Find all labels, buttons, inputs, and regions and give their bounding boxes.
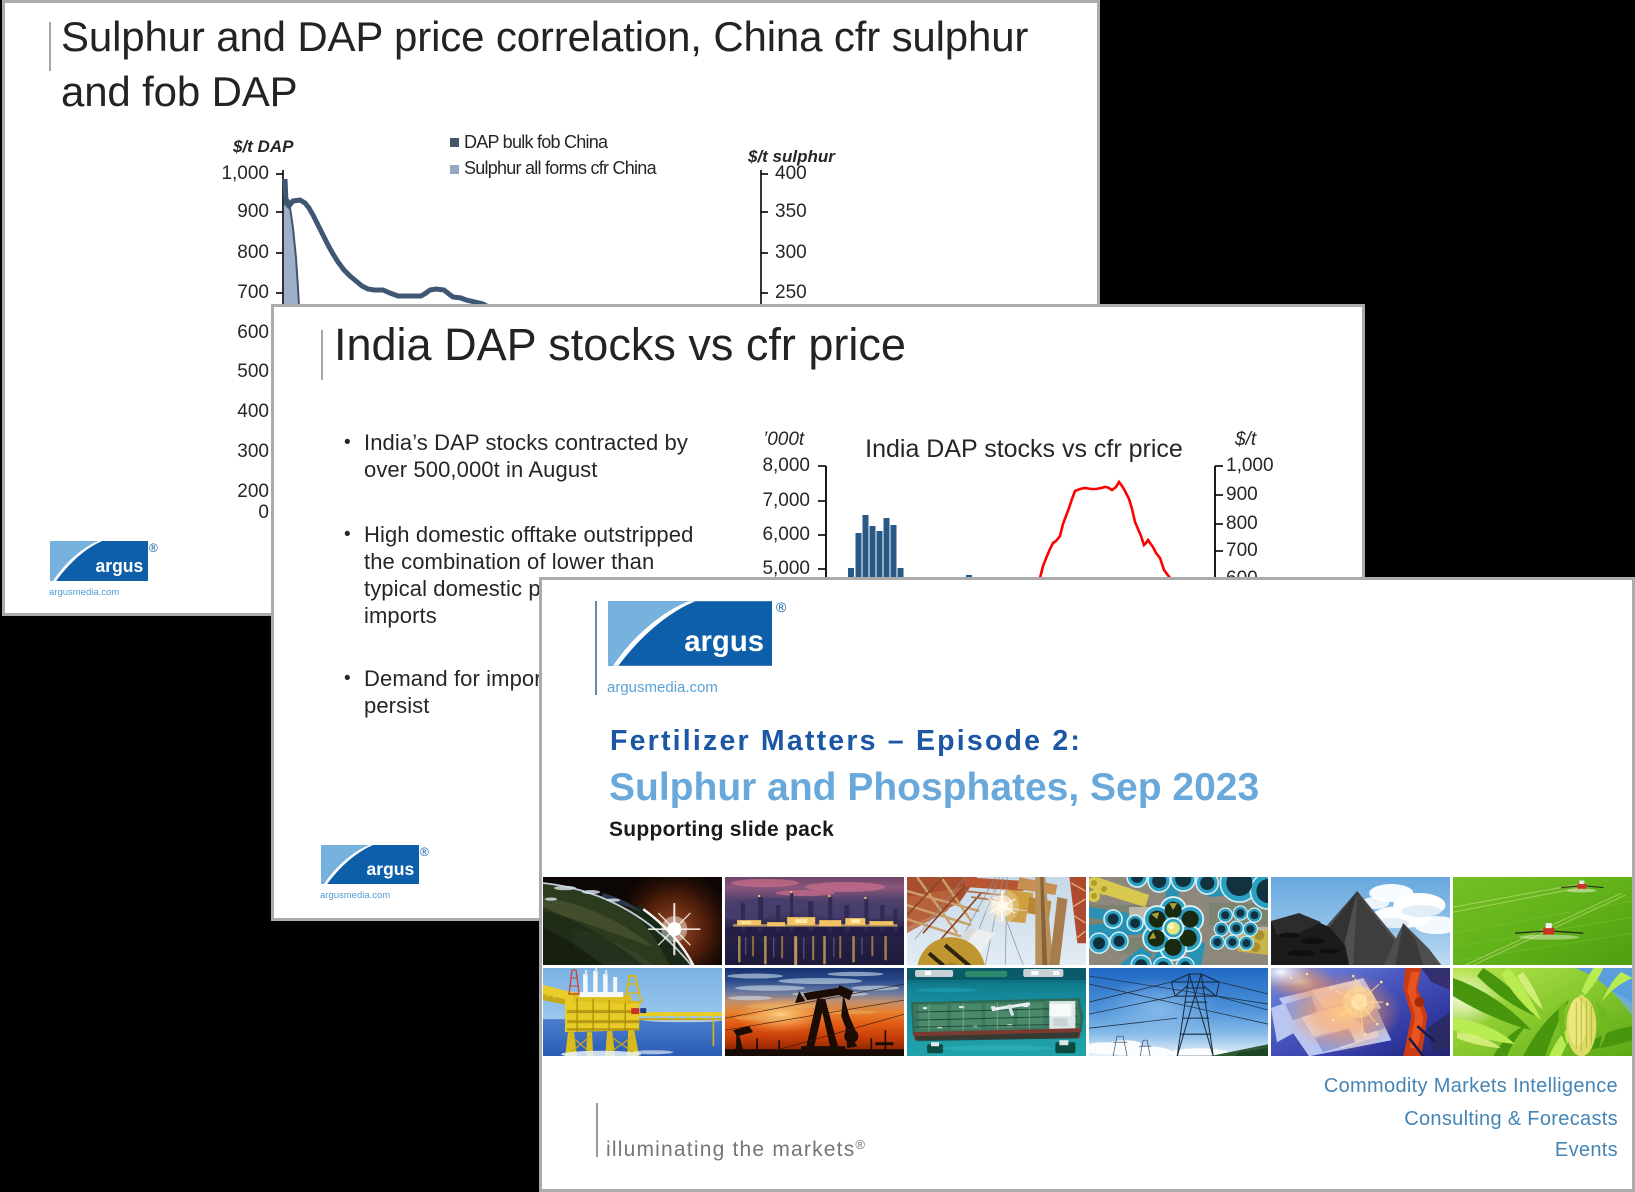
svg-text:argus: argus xyxy=(684,625,764,658)
svg-text:argus: argus xyxy=(96,555,144,575)
svg-text:argus: argus xyxy=(367,859,415,879)
